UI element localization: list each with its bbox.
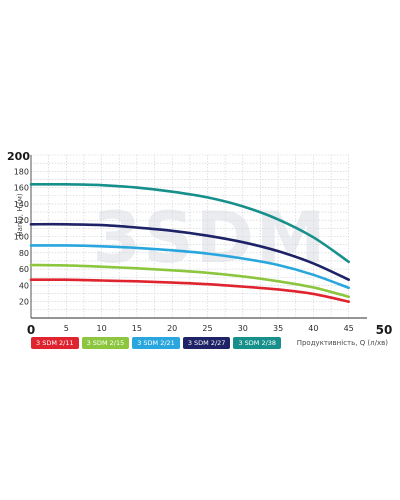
x-tick-label: 35 xyxy=(273,324,283,333)
y-tick-label: 120 xyxy=(14,216,29,225)
x-tick-labels: 0 5 10 15 20 25 30 35 40 45 50 xyxy=(27,323,393,337)
x-tick-label: 50 xyxy=(376,323,393,337)
y-tick-label: 200 xyxy=(7,150,30,163)
legend-item: 3 SDM 2/11 xyxy=(31,337,79,349)
x-tick-label: 0 xyxy=(27,323,35,337)
y-tick-label: 40 xyxy=(19,281,29,290)
series-line xyxy=(29,263,350,299)
series-line xyxy=(29,182,350,264)
x-tick-label: 45 xyxy=(344,324,354,333)
series-line xyxy=(29,222,350,281)
y-tick-label: 100 xyxy=(14,233,29,242)
chart-legend: 3 SDM 2/11 3 SDM 2/15 3 SDM 2/21 3 SDM 2/27… xyxy=(31,337,282,349)
x-tick-label: 20 xyxy=(167,324,177,333)
series-line xyxy=(29,278,350,303)
y-tick-label: 80 xyxy=(19,249,29,258)
x-axis-label: Продуктивність, Q (л/хв) xyxy=(297,339,389,347)
legend-item: 3 SDM 2/27 xyxy=(182,337,231,349)
legend-item: 3 SDM 2/21 xyxy=(132,337,180,349)
legend-item: 3 SDM 2/38 xyxy=(233,337,282,349)
chart-grid xyxy=(31,154,350,318)
y-tick-label: 140 xyxy=(14,200,29,209)
x-tick-label: 40 xyxy=(308,324,318,333)
chart-watermark: 3SDM xyxy=(93,197,328,279)
x-tick-label: 15 xyxy=(132,324,142,333)
y-tick-label: 180 xyxy=(14,167,29,176)
x-tick-label: 30 xyxy=(238,324,248,333)
y-tick-label: 60 xyxy=(19,265,29,274)
chart-series-group xyxy=(29,182,350,303)
x-tick-label: 5 xyxy=(64,324,69,333)
x-tick-label: 10 xyxy=(97,324,107,333)
x-tick-label: 25 xyxy=(202,324,212,333)
y-tick-label: 20 xyxy=(19,298,29,307)
y-tick-labels: 20 40 60 80 100 120 140 160 180 200 xyxy=(7,150,30,307)
y-tick-label: 160 xyxy=(14,184,29,193)
series-line xyxy=(29,244,350,290)
legend-item: 3 SDM 2/15 xyxy=(81,337,130,349)
y-axis-label: Напір, H (м) xyxy=(16,193,24,236)
